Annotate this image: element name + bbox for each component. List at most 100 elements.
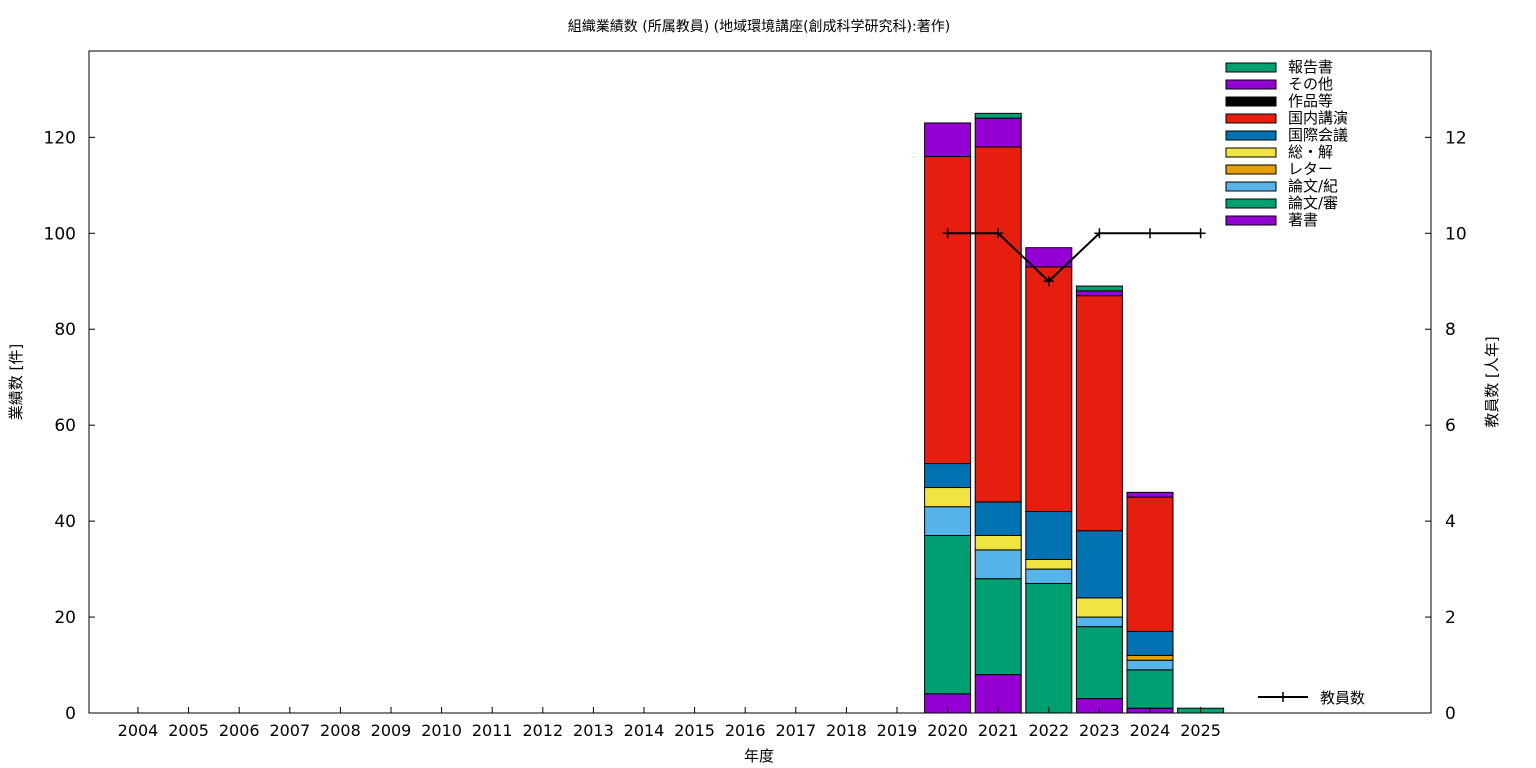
x-tick-label: 2023 <box>1079 721 1120 740</box>
y-tick-label: 100 <box>44 224 76 244</box>
x-tick-label: 2016 <box>725 721 766 740</box>
y-axis-label: 業績数 [件] <box>7 344 25 420</box>
bar-segment <box>974 549 1022 580</box>
y-tick-label: 20 <box>54 608 76 628</box>
x-tick-label: 2013 <box>573 721 614 740</box>
x-tick-label: 2017 <box>775 721 816 740</box>
x-tick-label: 2007 <box>269 721 310 740</box>
bar-segment <box>974 117 1022 148</box>
bar-segment <box>924 506 972 537</box>
faculty-line <box>942 228 1206 287</box>
bar-segment <box>1126 659 1174 671</box>
x-tick-label: 2018 <box>826 721 867 740</box>
bar-segment <box>974 674 1022 714</box>
y-tick-label: 0 <box>65 704 76 724</box>
bar-segment <box>1075 285 1123 292</box>
bar-segment <box>924 122 972 158</box>
y2-tick-label: 12 <box>1445 128 1467 148</box>
legend-swatch <box>1225 96 1277 107</box>
bar-segment <box>1126 491 1174 498</box>
y-tick-label: 40 <box>54 512 76 532</box>
bar-segment <box>1126 669 1174 709</box>
plot-area <box>88 50 1432 714</box>
legend-swatch <box>1225 164 1277 175</box>
legend-swatch <box>1225 79 1277 90</box>
bar-segment <box>1075 290 1123 297</box>
bar-segment <box>1126 496 1174 632</box>
bar-segment <box>974 112 1022 119</box>
legend-swatch <box>1225 181 1277 192</box>
x-tick-label: 2020 <box>927 721 968 740</box>
x-tick-label: 2019 <box>877 721 918 740</box>
x-tick-label: 2025 <box>1180 721 1221 740</box>
legend-label: 国内講演 <box>1288 109 1348 127</box>
bar-segment <box>924 535 972 695</box>
x-tick-label: 2006 <box>219 721 260 740</box>
x-tick-label: 2015 <box>674 721 715 740</box>
bar-segment <box>1025 582 1073 714</box>
bar-segment <box>1025 247 1073 268</box>
plot-border <box>88 50 1432 714</box>
bar-segment <box>1075 530 1123 599</box>
legend-label: レター <box>1288 160 1333 178</box>
bar-segment <box>1075 597 1123 618</box>
bar-segment <box>974 535 1022 551</box>
bar-segment <box>1126 630 1174 656</box>
legend-swatch <box>1225 215 1277 226</box>
x-tick-label: 2021 <box>978 721 1019 740</box>
y2-tick-label: 6 <box>1445 416 1456 436</box>
bar-segment <box>1126 654 1174 661</box>
legend-label: その他 <box>1288 75 1333 93</box>
legend-line-label: 教員数 <box>1320 689 1365 707</box>
x-tick-label: 2012 <box>522 721 563 740</box>
y2-tick-label: 2 <box>1445 608 1456 628</box>
x-tick-label: 2014 <box>624 721 665 740</box>
legend-label: 国際会議 <box>1288 126 1348 144</box>
legend-swatch <box>1225 62 1277 73</box>
bar-segment <box>924 463 972 489</box>
bar-segment <box>1075 626 1123 700</box>
legend-label: 著書 <box>1288 211 1318 229</box>
legend-swatch <box>1225 147 1277 158</box>
y-tick-label: 60 <box>54 416 76 436</box>
x-tick-label: 2004 <box>118 721 159 740</box>
x-axis-label: 年度 <box>744 747 774 765</box>
y2-tick-label: 10 <box>1445 224 1467 244</box>
y2-axis-label: 教員数 [人年] <box>1483 336 1501 427</box>
x-tick-label: 2011 <box>472 721 513 740</box>
legend-label: 論文/審 <box>1288 194 1338 212</box>
bar-segment <box>1025 558 1073 570</box>
y2-tick-label: 8 <box>1445 320 1456 340</box>
x-tick-label: 2009 <box>371 721 412 740</box>
legend-swatch <box>1225 198 1277 209</box>
bar-segment <box>1075 295 1123 532</box>
y-tick-label: 80 <box>54 320 76 340</box>
x-tick-label: 2022 <box>1028 721 1069 740</box>
y2-tick-label: 4 <box>1445 512 1456 532</box>
bar-segment <box>924 487 972 508</box>
bar-segment <box>924 156 972 465</box>
legend-label: 論文/紀 <box>1288 177 1338 195</box>
bar-segment <box>1025 511 1073 560</box>
legend-label: 報告書 <box>1288 58 1333 76</box>
y-tick-label: 120 <box>44 128 76 148</box>
x-tick-label: 2010 <box>421 721 462 740</box>
bar-segment <box>1025 266 1073 513</box>
bar-segment <box>1025 568 1073 584</box>
axes: 0 20 40 60 80 100 120 0 2 4 6 8 10 12 2004 2005 2006 2007… <box>44 128 1467 740</box>
legend-label: 総・解 <box>1288 143 1333 161</box>
legend-label: 作品等 <box>1288 92 1333 110</box>
legend-swatch <box>1225 113 1277 124</box>
x-tick-label: 2008 <box>320 721 361 740</box>
bar-segment <box>974 501 1022 537</box>
bar-segment <box>974 146 1022 503</box>
y2-tick-label: 0 <box>1445 704 1456 724</box>
bar-segment <box>974 578 1022 676</box>
x-tick-label: 2005 <box>168 721 209 740</box>
legend-swatch <box>1225 130 1277 141</box>
bar-segment <box>1075 616 1123 628</box>
bars <box>924 112 1225 714</box>
faculty-line-path <box>947 232 1201 283</box>
